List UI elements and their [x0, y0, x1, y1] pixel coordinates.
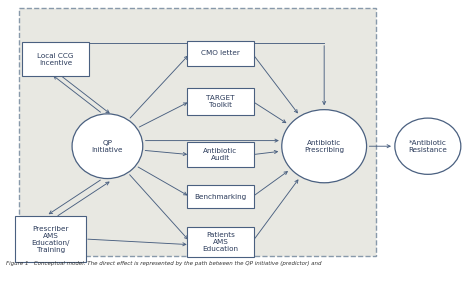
Ellipse shape: [282, 110, 366, 183]
Text: Prescriber
AMS
Education/
Training: Prescriber AMS Education/ Training: [32, 225, 70, 252]
Text: *Antibiotic
Resistance: *Antibiotic Resistance: [409, 140, 447, 153]
Text: QP
Initiative: QP Initiative: [91, 140, 123, 153]
FancyBboxPatch shape: [187, 227, 254, 257]
FancyBboxPatch shape: [19, 9, 376, 256]
Text: Figure 1   Conceptual model. The direct effect is represented by the path betwee: Figure 1 Conceptual model. The direct ef…: [6, 261, 321, 266]
Ellipse shape: [395, 118, 461, 174]
FancyBboxPatch shape: [187, 41, 254, 66]
FancyBboxPatch shape: [187, 88, 254, 115]
FancyBboxPatch shape: [15, 216, 86, 262]
Text: Antibiotic
Prescribing: Antibiotic Prescribing: [304, 140, 344, 153]
Ellipse shape: [72, 114, 143, 179]
Text: Benchmarking: Benchmarking: [194, 194, 246, 200]
Text: Antibiotic
Audit: Antibiotic Audit: [203, 148, 237, 161]
Text: CMO letter: CMO letter: [201, 51, 240, 57]
Text: TARGET
Toolkit: TARGET Toolkit: [206, 95, 235, 108]
Text: Patients
AMS
Education: Patients AMS Education: [202, 232, 238, 252]
FancyBboxPatch shape: [22, 42, 89, 76]
FancyBboxPatch shape: [187, 185, 254, 208]
Text: Local CCG
Incentive: Local CCG Incentive: [37, 53, 74, 66]
FancyBboxPatch shape: [187, 142, 254, 167]
